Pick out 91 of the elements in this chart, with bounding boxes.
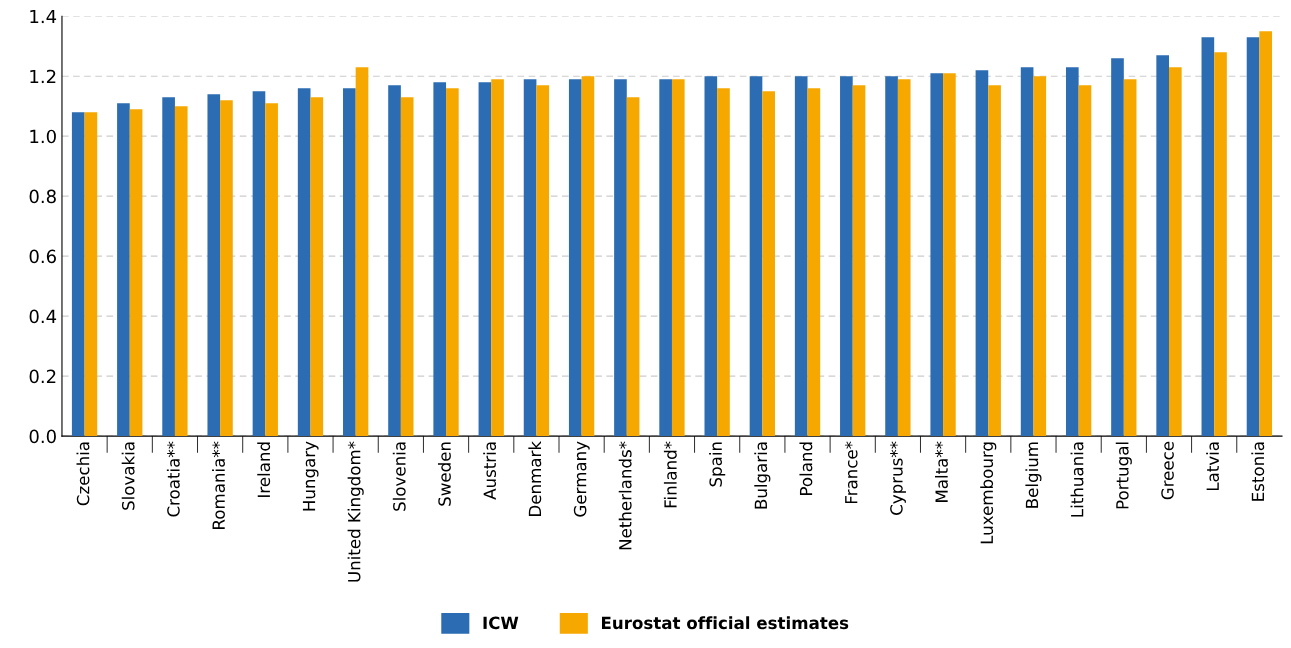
y-tick-label: 0.2 [29,369,56,384]
bar [943,73,956,437]
bar [749,76,763,437]
bar [659,79,672,437]
bar [523,79,537,437]
x-tick-label: Croatia** [166,441,180,517]
bar [478,82,492,437]
bar [794,76,808,437]
x-tick-label: Netherlands* [618,441,632,550]
bar [117,103,130,437]
bar [930,73,944,437]
bar [1065,67,1079,437]
y-tick-label: 1.0 [30,129,56,144]
bar [71,112,85,437]
bar [343,88,356,437]
x-tick-label: Belgium [1025,442,1042,508]
x-tick-label: Latvia [1206,442,1220,491]
x-tick-label: Germany [573,441,590,517]
bar [252,91,266,437]
bar [581,76,595,437]
x-tick-label: Poland [799,442,813,495]
bar [1111,58,1124,437]
bar [717,88,730,437]
bar [84,112,98,437]
bar [355,67,369,437]
x-tick-label: Denmark [528,441,542,516]
x-tick-label: Slovakia [121,442,135,510]
bar [1020,67,1034,437]
legend-label: Eurostat official estimates [602,616,849,630]
bar [762,91,775,437]
y-tick-label: 0.6 [29,249,56,264]
bar [388,85,401,437]
x-tick-label: France* [844,441,858,504]
bar [1123,79,1137,437]
x-tick-label: Malta** [935,441,948,502]
x-tick-label: Czechia [76,442,90,506]
x-tick-label: United Kingdom* [347,441,364,582]
x-tick-label: Luxembourg [980,442,997,544]
x-tick-label: Portugal [1115,442,1132,509]
bar [885,76,898,437]
bar [807,88,821,437]
bar [897,79,911,437]
bar [433,82,447,437]
y-tick-label: 1.4 [30,9,57,24]
y-tick-label: 1.2 [30,69,56,84]
y-tick-label: 0.8 [29,189,56,204]
bar [220,100,233,437]
x-tick-label: Cyprus** [890,441,906,515]
x-tick-label: Romania** [212,441,225,529]
x-tick-label: Slovenia [392,442,406,511]
bar [626,97,640,437]
bar [297,88,311,437]
x-tick-label: Lithuania [1070,442,1084,517]
bar [207,94,221,437]
bar [446,88,459,437]
bar [852,85,866,437]
bar [1246,37,1260,437]
y-tick-label: 0.0 [29,429,56,444]
x-tick-label: Ireland [257,442,271,497]
bar [975,70,989,437]
bar [1259,31,1273,437]
bar [568,79,582,437]
x-tick-label: Austria [483,442,497,500]
bar [1078,85,1092,437]
bar [129,109,143,437]
bar [840,76,853,437]
x-tick-label: Greece [1161,441,1174,500]
x-tick-label: Hungary [302,441,319,511]
x-tick-label: Spain [709,442,726,487]
bar [265,103,278,437]
bar [536,85,550,437]
bar [1169,67,1182,437]
bar [614,79,627,437]
bar [988,85,1001,437]
bar [174,106,188,437]
bar [671,79,685,437]
bar [491,79,504,437]
bar [704,76,718,437]
x-tick-label: Sweden [437,442,451,506]
bar [400,97,414,437]
y-tick-label: 0.4 [29,309,57,324]
legend-label: ICW [483,616,519,630]
bar [1156,55,1169,437]
bar [162,97,175,437]
x-tick-label: Bulgaria [754,442,771,509]
bar [1214,52,1227,437]
x-tick-label: Finland* [663,441,677,508]
bar [1201,37,1215,437]
x-tick-label: Estonia [1251,442,1265,501]
bar [1033,76,1047,437]
bar [310,97,324,437]
